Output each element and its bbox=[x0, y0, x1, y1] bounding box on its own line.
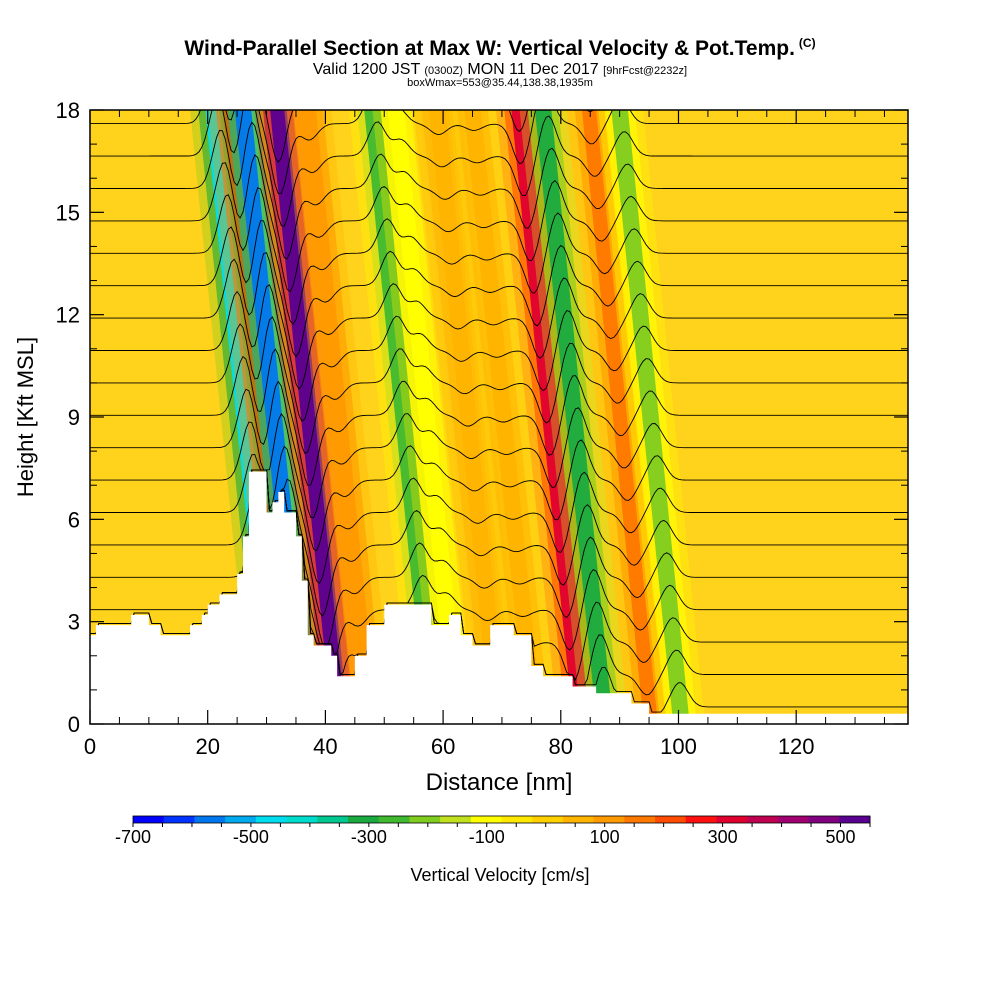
theta-contour bbox=[90, 187, 908, 325]
colorbar-swatch bbox=[685, 816, 717, 823]
theta-contour bbox=[90, 252, 908, 390]
colorbar-swatch bbox=[532, 816, 564, 823]
theta-contour bbox=[90, 220, 908, 358]
x-tick-label: 100 bbox=[660, 734, 697, 759]
axes: 0 20 40 60 80 100 120 0 3 6 9 12 15 18 bbox=[56, 98, 908, 759]
y-tick-label: 0 bbox=[68, 712, 80, 737]
velocity-band bbox=[364, 110, 443, 724]
theta-contour bbox=[90, 469, 908, 655]
velocity-band bbox=[270, 110, 349, 724]
theta-contour bbox=[90, 316, 908, 455]
velocity-band bbox=[581, 110, 661, 724]
velocity-band bbox=[299, 110, 378, 724]
y-tick-label: 18 bbox=[56, 98, 80, 123]
x-tick-label: 0 bbox=[84, 734, 96, 759]
y-axis-label: Height [Kft MSL] bbox=[13, 337, 38, 497]
chart-title: Wind-Parallel Section at Max W: Vertical… bbox=[0, 36, 1000, 61]
x-tick-label: 120 bbox=[778, 734, 815, 759]
colorbar-swatch bbox=[808, 816, 840, 823]
theta-contour bbox=[90, 380, 908, 519]
colorbar-swatch bbox=[470, 816, 502, 823]
colorbar-tick-label: 500 bbox=[825, 827, 855, 847]
colorbar-swatch bbox=[593, 816, 625, 823]
colorbar-swatch bbox=[501, 816, 533, 823]
velocity-band bbox=[387, 110, 467, 724]
theta-contour bbox=[90, 469, 908, 617]
colorbar-label: Vertical Velocity [cm/s] bbox=[410, 865, 589, 885]
plot-area bbox=[90, 110, 908, 724]
theta-contour bbox=[90, 110, 908, 227]
velocity-band bbox=[611, 110, 690, 724]
colorbar-swatch bbox=[255, 816, 288, 823]
y-tick-label: 3 bbox=[68, 610, 80, 635]
theta-contour bbox=[90, 154, 908, 293]
y-tick-label: 9 bbox=[68, 405, 80, 430]
theta-contour bbox=[90, 284, 908, 422]
colorbar-swatch bbox=[378, 816, 410, 823]
velocity-band bbox=[464, 110, 543, 724]
chart-subtitle-2: boxWmax=553@35.44,138.38,1935m bbox=[407, 77, 593, 89]
colorbar-swatch bbox=[839, 816, 871, 823]
colorbar-swatch bbox=[440, 816, 472, 823]
x-tick-label: 80 bbox=[549, 734, 573, 759]
colorbar-swatch bbox=[286, 816, 318, 823]
valid-date: MON 11 Dec 2017 bbox=[467, 61, 599, 78]
colorbar-swatch bbox=[777, 816, 810, 823]
colorbar-swatch bbox=[655, 816, 687, 823]
theta-contour bbox=[90, 348, 908, 486]
colorbar: -700 -500 -300 -100 100 300 500 bbox=[115, 815, 871, 847]
colorbar-tick-label: -500 bbox=[233, 827, 269, 847]
y-tick-label: 6 bbox=[68, 507, 80, 532]
forecast-info: [9hrFcst@2232z] bbox=[603, 65, 688, 77]
x-tick-label: 60 bbox=[431, 734, 455, 759]
copyright-mark: (C) bbox=[798, 36, 816, 50]
y-tick-label: 15 bbox=[56, 200, 80, 225]
theta-contours bbox=[90, 110, 908, 713]
colorbar-tick-label: -700 bbox=[115, 827, 151, 847]
colorbar-swatch bbox=[409, 816, 441, 823]
x-tick-label: 40 bbox=[313, 734, 337, 759]
x-tick-label: 20 bbox=[195, 734, 219, 759]
colorbar-swatch bbox=[194, 816, 226, 823]
colorbar-swatch bbox=[133, 816, 165, 823]
colorbar-swatch bbox=[747, 816, 779, 823]
colorbar-tick-label: 300 bbox=[708, 827, 738, 847]
theta-contour bbox=[90, 469, 908, 645]
chart-title-text: Wind-Parallel Section at Max W: Vertical… bbox=[184, 37, 795, 60]
colorbar-swatch bbox=[317, 816, 349, 823]
colorbar-swatch bbox=[163, 816, 195, 823]
colorbar-tick-label: -100 bbox=[469, 827, 505, 847]
terrain-mask bbox=[90, 471, 908, 724]
colorbar-tick-label: -300 bbox=[351, 827, 387, 847]
colorbar-tick-label: 100 bbox=[590, 827, 620, 847]
colorbar-swatch bbox=[347, 816, 380, 823]
valid-time: Valid 1200 JST bbox=[312, 61, 420, 78]
colorbar-swatch bbox=[716, 816, 748, 823]
valid-time-utc: (0300Z) bbox=[424, 65, 463, 77]
colorbar-frame bbox=[132, 815, 871, 824]
theta-contour bbox=[90, 445, 908, 585]
colorbar-swatch bbox=[225, 816, 257, 823]
velocity-band bbox=[534, 110, 614, 724]
chart-subtitle: Valid 1200 JST (0300Z) MON 11 Dec 2017 [… bbox=[0, 61, 1000, 79]
theta-contour bbox=[90, 121, 908, 260]
y-tick-label: 12 bbox=[56, 303, 80, 328]
theta-contour bbox=[90, 110, 908, 195]
colorbar-swatch bbox=[624, 816, 656, 823]
x-axis-label: Distance [nm] bbox=[426, 769, 573, 796]
theta-contour bbox=[90, 413, 908, 552]
colorbar-swatch bbox=[562, 816, 595, 823]
